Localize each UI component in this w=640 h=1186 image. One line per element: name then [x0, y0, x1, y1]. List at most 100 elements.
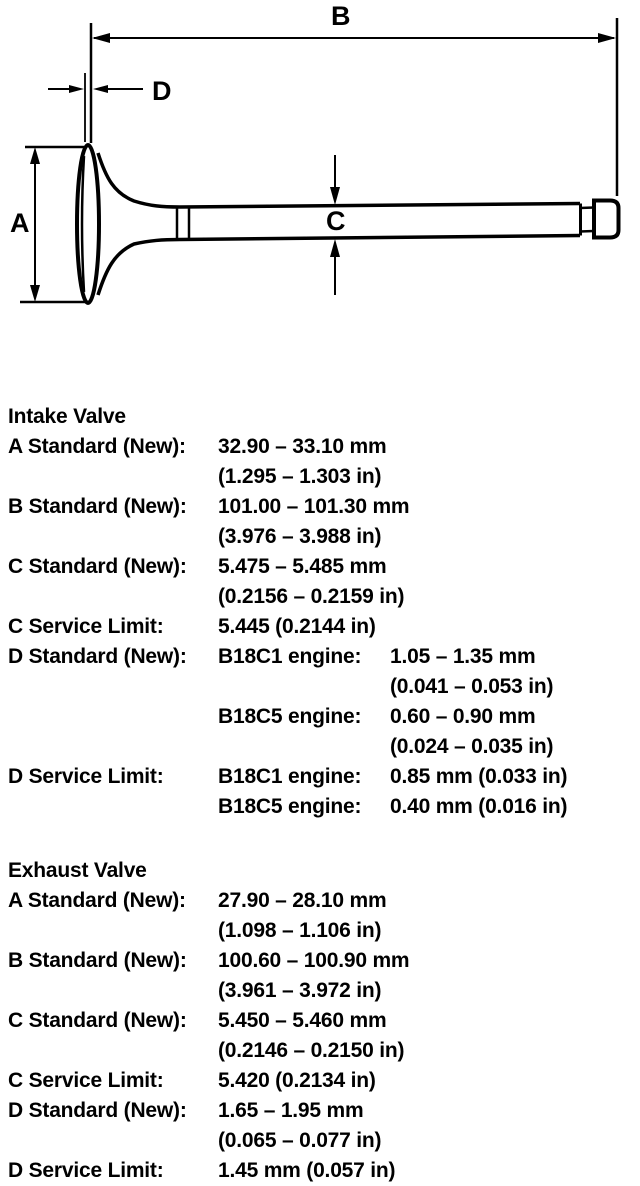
spec-value-inches: (1.295 – 1.303 in) — [218, 465, 382, 488]
spec-label: D Service Limit: — [8, 765, 164, 788]
spec-label-spacer — [8, 1036, 218, 1066]
spec-value: 5.445 (0.2144 in) — [218, 615, 376, 638]
spec-label-spacer — [8, 462, 218, 492]
spec-value-inches: (0.041 – 0.053 in) — [390, 675, 554, 698]
valve-outline — [75, 143, 621, 305]
spec-value: 100.60 – 100.90 mm — [218, 949, 410, 972]
spec-label: C Standard (New): — [8, 555, 187, 578]
spec-label: D Service Limit: — [8, 1159, 164, 1182]
spec-value-inches: (0.065 – 0.077 in) — [218, 1129, 382, 1152]
valve-tip — [592, 198, 621, 240]
dimension-label-d: D — [152, 76, 172, 106]
valve-head — [75, 143, 101, 305]
spec-row: A Standard (New): 27.90 – 28.10 mm — [8, 886, 640, 916]
engine-variant-label: B18C5 engine: — [218, 705, 362, 728]
spec-row: (0.041 – 0.053 in) — [8, 672, 640, 702]
section-title-row: Exhaust Valve — [8, 856, 640, 886]
dim-d-arrow-right — [93, 85, 108, 93]
spec-row: A Standard (New): 32.90 – 33.10 mm — [8, 432, 640, 462]
dim-c-arrow-down — [330, 187, 340, 205]
spec-value: 32.90 – 33.10 mm — [218, 435, 387, 458]
spec-value-inches: (3.961 – 3.972 in) — [218, 979, 382, 1002]
spec-row: (0.024 – 0.035 in) — [8, 732, 640, 762]
spec-row: (0.2156 – 0.2159 in) — [8, 582, 640, 612]
valve-dimension-diagram: B D A C — [10, 1, 621, 305]
spec-value-inches: (0.2156 – 0.2159 in) — [218, 585, 405, 608]
spec-label: A Standard (New): — [8, 889, 186, 912]
engine-variant-label: B18C1 engine: — [218, 765, 362, 788]
dim-b-arrow-right — [598, 33, 616, 43]
spec-label: C Service Limit: — [8, 1069, 164, 1092]
spec-label: B Standard (New): — [8, 495, 187, 518]
dimension-label-a: A — [10, 208, 30, 238]
dimension-label-c: C — [326, 206, 346, 236]
spec-label: C Standard (New): — [8, 1009, 187, 1032]
dim-d-arrow-left — [69, 85, 84, 93]
section-title-row: Intake Valve — [8, 402, 640, 432]
spec-label: A Standard (New): — [8, 435, 186, 458]
intake-valve-section: Intake Valve A Standard (New): 32.90 – 3… — [8, 402, 640, 822]
spec-label-spacer — [8, 792, 218, 822]
dim-a-arrow-bottom — [30, 285, 40, 302]
spec-value-inches: (0.2146 – 0.2150 in) — [218, 1039, 405, 1062]
spec-row: (3.961 – 3.972 in) — [8, 976, 640, 1006]
spec-value-inches: (1.098 – 1.106 in) — [218, 919, 382, 942]
spec-value: 5.475 – 5.485 mm — [218, 555, 387, 578]
dimension-c: C — [326, 155, 346, 295]
dim-c-arrow-up — [330, 239, 340, 257]
spec-row: D Service Limit: 1.45 mm (0.057 in) — [8, 1156, 640, 1186]
spec-row: C Service Limit: 5.420 (0.2134 in) — [8, 1066, 640, 1096]
engine-variant-label: B18C1 engine: — [218, 645, 362, 668]
spec-label-spacer — [8, 702, 218, 732]
spec-value: 0.40 mm (0.016 in) — [390, 795, 568, 818]
spec-value-inches: (3.976 – 3.988 in) — [218, 525, 382, 548]
spec-row: D Standard (New): 1.65 – 1.95 mm — [8, 1096, 640, 1126]
spec-row: B18C5 engine: 0.60 – 0.90 mm — [8, 702, 640, 732]
spec-label: D Standard (New): — [8, 1099, 187, 1122]
intake-section-title: Intake Valve — [8, 405, 126, 428]
spec-label-spacer — [8, 976, 218, 1006]
dim-a-arrow-top — [30, 147, 40, 164]
dimension-label-b: B — [331, 1, 351, 31]
spec-row: (1.295 – 1.303 in) — [8, 462, 640, 492]
dimension-a: A — [10, 145, 90, 304]
valve-specifications: Intake Valve A Standard (New): 32.90 – 3… — [8, 402, 640, 1186]
spec-value: 5.450 – 5.460 mm — [218, 1009, 387, 1032]
dimension-d: D — [48, 73, 172, 142]
spec-label-spacer — [8, 522, 218, 552]
valve-fillet-bottom — [96, 233, 581, 296]
spec-row: (3.976 – 3.988 in) — [8, 522, 640, 552]
spec-row: (0.065 – 0.077 in) — [8, 1126, 640, 1156]
spec-label-spacer — [8, 582, 218, 612]
spec-value: 27.90 – 28.10 mm — [218, 889, 387, 912]
engine-variant-spacer — [218, 732, 390, 762]
spec-label-spacer — [8, 916, 218, 946]
spec-label: C Service Limit: — [8, 615, 164, 638]
valve-face-line — [80, 155, 86, 293]
spec-value: 0.60 – 0.90 mm — [390, 705, 536, 728]
valve-fillet-top — [96, 152, 581, 209]
spec-value: 0.85 mm (0.033 in) — [390, 765, 568, 788]
spec-row: B Standard (New): 100.60 – 100.90 mm — [8, 946, 640, 976]
spec-row: B Standard (New): 101.00 – 101.30 mm — [8, 492, 640, 522]
exhaust-section-title: Exhaust Valve — [8, 859, 147, 882]
spec-value: 1.05 – 1.35 mm — [390, 645, 536, 668]
spec-label-spacer — [8, 1126, 218, 1156]
dim-b-arrow-left — [92, 33, 110, 43]
engine-variant-label: B18C5 engine: — [218, 795, 362, 818]
spec-row: (1.098 – 1.106 in) — [8, 916, 640, 946]
valve-groove-top — [579, 206, 595, 210]
spec-label-spacer — [8, 672, 218, 702]
valve-groove-bottom — [579, 229, 595, 233]
exhaust-valve-section: Exhaust Valve A Standard (New): 27.90 – … — [8, 856, 640, 1186]
spec-value: 1.65 – 1.95 mm — [218, 1099, 364, 1122]
spec-value: 101.00 – 101.30 mm — [218, 495, 410, 518]
spec-value-inches: (0.024 – 0.035 in) — [390, 735, 554, 758]
spec-row: (0.2146 – 0.2150 in) — [8, 1036, 640, 1066]
engine-variant-spacer — [218, 672, 390, 702]
spec-label-spacer — [8, 732, 218, 762]
spec-row: D Standard (New): B18C1 engine: 1.05 – 1… — [8, 642, 640, 672]
spec-value: 1.45 mm (0.057 in) — [218, 1159, 396, 1182]
spec-value: 5.420 (0.2134 in) — [218, 1069, 376, 1092]
